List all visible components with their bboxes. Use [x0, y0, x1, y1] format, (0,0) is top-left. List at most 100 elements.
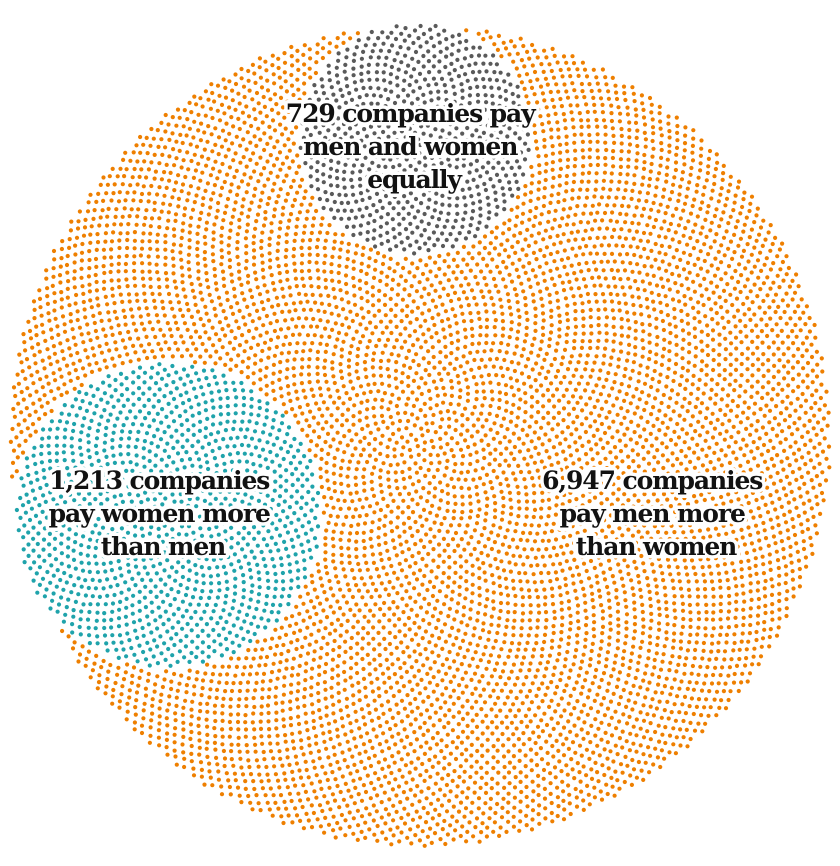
dot-men-more — [665, 375, 670, 380]
dot-men-more — [668, 504, 674, 509]
dot-men-more — [420, 523, 425, 528]
dot-men-more — [745, 367, 750, 372]
dot-men-more — [456, 696, 461, 701]
dot-men-more — [355, 361, 360, 367]
dot-men-more — [479, 411, 484, 416]
dot-men-more — [565, 543, 570, 548]
dot-men-more — [521, 347, 526, 352]
dot-men-more — [348, 379, 353, 384]
dot-men-more — [284, 248, 289, 253]
dot-men-more — [727, 382, 732, 387]
dot-men-more — [477, 365, 482, 370]
dot-men-more — [374, 343, 379, 349]
dot-men-more — [691, 279, 696, 284]
dot-men-more — [551, 393, 556, 398]
dot-men-more — [362, 467, 367, 472]
dot-men-more — [511, 553, 516, 558]
dot-men-more — [214, 215, 219, 220]
dot-men-more — [171, 227, 177, 232]
dot-men-more — [221, 218, 226, 223]
dot-men-more — [686, 219, 691, 224]
dot-men-more — [564, 387, 569, 392]
dot-men-more — [388, 685, 394, 690]
dot-men-more — [461, 354, 466, 359]
dot-men-more — [497, 405, 502, 411]
dot-men-more — [607, 605, 612, 610]
dot-men-more — [660, 571, 665, 576]
dot-men-more — [520, 661, 525, 666]
dot-men-more — [738, 420, 744, 425]
dot-men-more — [561, 232, 566, 237]
dot-men-more — [285, 755, 290, 760]
dot-men-more — [471, 375, 476, 380]
dot-men-more — [566, 412, 572, 417]
dot-men-more — [526, 243, 532, 248]
dot-men-more — [295, 217, 300, 222]
dot-men-more — [475, 513, 480, 519]
dot-men-more — [548, 300, 553, 305]
dot-men-more — [465, 391, 471, 396]
dot-men-more — [287, 165, 292, 170]
dot-men-more — [675, 289, 680, 294]
dot-men-more — [633, 336, 638, 341]
dot-men-more — [479, 357, 484, 362]
dot-men-more — [504, 350, 509, 355]
dot-men-more — [554, 553, 560, 558]
dot-men-more — [648, 603, 653, 609]
dot-men-more — [330, 360, 335, 365]
dot-men-more — [642, 569, 647, 574]
dot-men-more — [595, 427, 600, 432]
dot-men-more — [515, 676, 520, 681]
dot-men-more — [397, 689, 402, 694]
dot-men-more — [632, 311, 637, 316]
dot-men-more — [536, 107, 541, 112]
dot-men-more — [655, 416, 660, 422]
dot-men-more — [739, 527, 744, 533]
dot-men-more — [435, 771, 440, 776]
dot-men-more — [748, 509, 754, 514]
dot-men-more — [260, 647, 265, 652]
dot-men-more — [586, 509, 591, 514]
dot-men-more — [744, 426, 749, 431]
dot-men-more — [582, 593, 587, 598]
dot-men-more — [642, 427, 647, 432]
dot-men-more — [342, 660, 347, 665]
dot-men-more — [691, 229, 696, 234]
dot-men-more — [266, 695, 271, 700]
dot-men-more — [495, 264, 500, 269]
dot-men-more — [347, 554, 352, 559]
dot-men-more — [403, 558, 408, 563]
dot-men-more — [293, 308, 298, 313]
dot-men-more — [428, 396, 433, 401]
dot-men-more — [370, 487, 375, 492]
dot-men-more — [373, 421, 378, 426]
dot-men-more — [319, 484, 324, 490]
dot-men-more — [565, 164, 570, 169]
dot-men-more — [645, 191, 651, 196]
dot-men-more — [585, 695, 591, 700]
dot-men-more — [414, 737, 419, 742]
dot-men-more — [301, 283, 306, 288]
dot-men-more — [352, 293, 357, 298]
dot-men-more — [454, 418, 459, 423]
dot-men-more — [579, 727, 584, 732]
dot-men-more — [394, 338, 399, 343]
dot-men-more — [353, 709, 358, 714]
dot-men-more — [486, 442, 491, 448]
dot-men-more — [239, 211, 244, 216]
dot-men-more — [605, 475, 610, 481]
dot-men-more — [617, 308, 622, 313]
dot-men-more — [217, 169, 222, 174]
dot-men-more — [505, 366, 510, 372]
dot-men-more — [584, 260, 589, 266]
dot-men-more — [466, 541, 471, 546]
dot-men-more — [310, 666, 315, 671]
dot-men-more — [186, 191, 191, 196]
dot-men-more — [379, 413, 385, 418]
dot-men-more — [449, 597, 454, 602]
dot-men-more — [636, 547, 641, 553]
dot-men-more — [711, 348, 716, 353]
dot-men-more — [593, 505, 598, 510]
dot-men-more — [527, 688, 533, 694]
dot-men-more — [453, 560, 458, 565]
